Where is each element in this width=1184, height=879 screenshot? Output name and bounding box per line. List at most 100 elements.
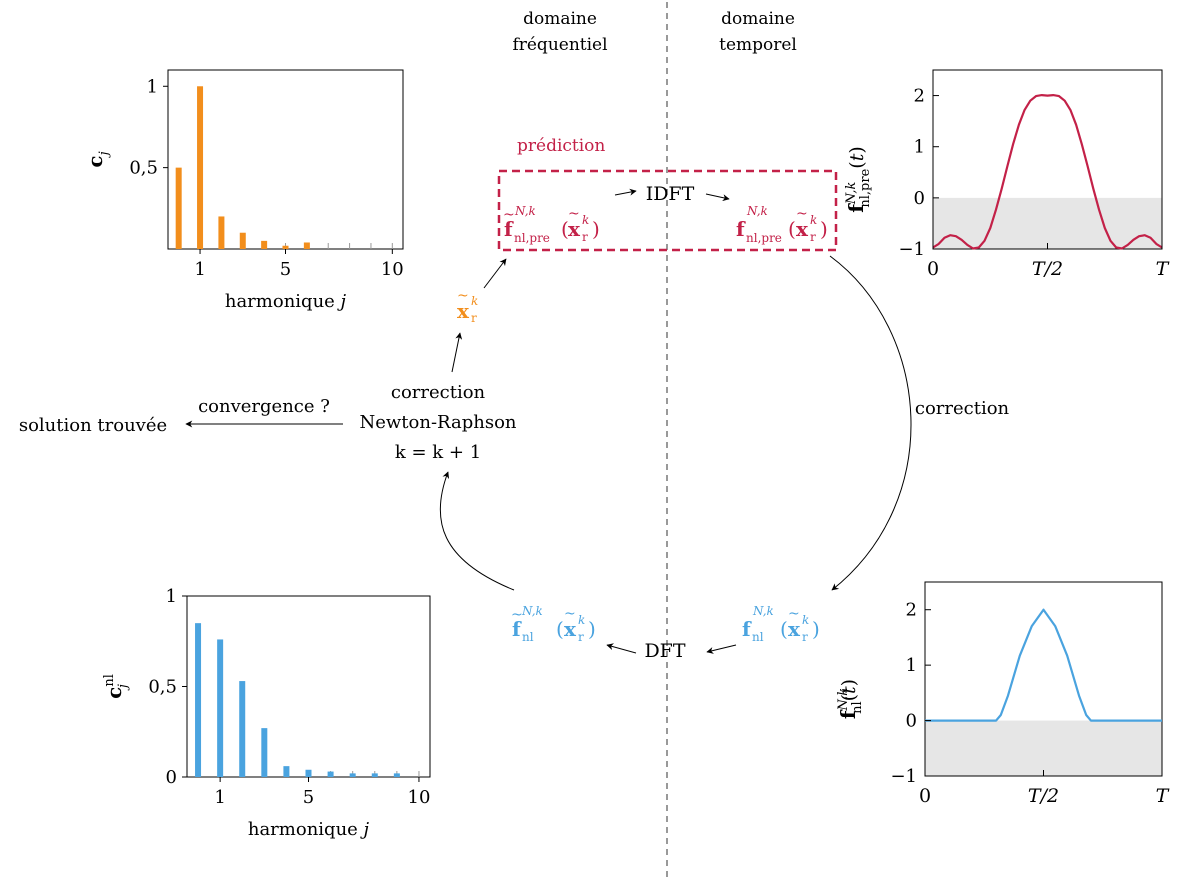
negative-region-shade bbox=[933, 197, 1162, 249]
y-tick-label: 1 bbox=[906, 655, 917, 676]
y-tick-label: 1 bbox=[166, 586, 177, 607]
series-line bbox=[932, 93, 1163, 250]
bar-harmonic-4 bbox=[261, 240, 268, 249]
svg-text:x: x bbox=[796, 217, 809, 241]
svg-text:x: x bbox=[457, 299, 470, 323]
bar-harmonic-0 bbox=[175, 167, 182, 249]
idft-label: IDFT bbox=[646, 183, 695, 205]
y-axis-label: cnlj bbox=[102, 674, 131, 699]
prediction-label: prédiction bbox=[517, 136, 605, 156]
svg-text:f: f bbox=[736, 217, 746, 241]
svg-text:~: ~ bbox=[457, 288, 469, 304]
svg-text:r: r bbox=[582, 230, 588, 244]
svg-text:~: ~ bbox=[564, 606, 576, 622]
y-tick-label: 1 bbox=[147, 76, 158, 97]
x-tick-label: 0 bbox=[927, 258, 939, 280]
y-tick-label: 0,5 bbox=[129, 158, 158, 179]
y-tick-label: −1 bbox=[890, 766, 917, 787]
bar-harmonic-0 bbox=[195, 623, 202, 777]
svg-text:~: ~ bbox=[511, 607, 523, 623]
idft-arrow-out bbox=[705, 193, 730, 202]
y-tick-label: 2 bbox=[906, 600, 917, 621]
svg-text:N,k: N,k bbox=[521, 604, 543, 618]
svg-text:(: ( bbox=[556, 617, 564, 641]
correction-arc bbox=[829, 255, 912, 591]
x-tick-label: T bbox=[1156, 785, 1170, 807]
svg-text:~: ~ bbox=[503, 207, 515, 223]
bar-harmonic-7 bbox=[349, 773, 356, 777]
plot-frame bbox=[186, 595, 431, 778]
x-axis-label: harmonique j bbox=[248, 819, 370, 840]
y-tick-label: 1 bbox=[914, 137, 925, 158]
x-tick-label: T bbox=[1156, 258, 1170, 280]
solution-label: solution trouvée bbox=[19, 415, 167, 436]
svg-text:): ) bbox=[592, 217, 600, 241]
svg-text:~: ~ bbox=[788, 606, 800, 622]
f-nl-pre-symbol: f N,k nl,pre ( x ~ k r ) bbox=[736, 204, 828, 245]
svg-text:k: k bbox=[582, 213, 589, 227]
svg-text:nl: nl bbox=[522, 630, 534, 644]
svg-text:(: ( bbox=[788, 217, 796, 241]
bar-harmonic-6 bbox=[303, 242, 310, 249]
return-arc bbox=[439, 471, 515, 591]
time-domain-title-line1: domaine bbox=[721, 9, 795, 29]
x-tick-label: T/2 bbox=[1032, 258, 1063, 280]
svg-text:r: r bbox=[810, 230, 816, 244]
bar-harmonic-6 bbox=[327, 771, 334, 777]
y-axis-label: fN,knl,pre(t) bbox=[844, 146, 873, 213]
svg-text:k: k bbox=[471, 294, 478, 308]
bar-harmonic-3 bbox=[261, 728, 268, 777]
nl-harmonic-coeff-chart: 1 5 10 0 0,5 1 harmonique j cnlj bbox=[102, 586, 431, 840]
svg-text:f: f bbox=[504, 217, 514, 241]
dft-arrow-out bbox=[606, 643, 637, 654]
f-nl-symbol: f N,k nl ( x ~ k r ) bbox=[742, 604, 820, 644]
x-tick-label: 0 bbox=[919, 785, 931, 807]
svg-text:nl: nl bbox=[752, 630, 764, 644]
svg-text:f: f bbox=[512, 617, 522, 641]
bar-harmonic-1 bbox=[197, 86, 204, 249]
newton-line1: correction bbox=[391, 382, 486, 403]
svg-text:(: ( bbox=[561, 217, 569, 241]
svg-text:k: k bbox=[578, 613, 585, 627]
x-tick-label: 5 bbox=[280, 259, 291, 280]
y-tick-label: 2 bbox=[914, 86, 925, 107]
idft-arrow-in bbox=[614, 188, 637, 196]
newton-line2: Newton-Raphson bbox=[359, 412, 516, 433]
arrow-to-prediction bbox=[483, 258, 507, 289]
bar-harmonic-4 bbox=[283, 766, 290, 777]
bar-harmonic-2 bbox=[218, 216, 225, 249]
frequency-domain-title-line1: domaine bbox=[523, 9, 597, 29]
svg-text:x: x bbox=[788, 617, 801, 641]
y-tick-label: 0 bbox=[914, 188, 925, 209]
series-line bbox=[925, 608, 1162, 722]
y-tick-label: 0,5 bbox=[148, 677, 177, 698]
svg-text:): ) bbox=[588, 617, 596, 641]
y-axis-label: fN,knl(t) bbox=[836, 679, 865, 719]
svg-text:N,k: N,k bbox=[514, 204, 536, 218]
convergence-label: convergence ? bbox=[198, 396, 330, 417]
dft-arrow-in bbox=[706, 644, 737, 654]
newton-line3: k = k + 1 bbox=[395, 442, 481, 463]
svg-text:~: ~ bbox=[796, 206, 808, 222]
x-tick-label: 1 bbox=[194, 259, 205, 280]
x-tick-label: 10 bbox=[408, 787, 431, 808]
dft-label: DFT bbox=[644, 640, 685, 662]
svg-text:x: x bbox=[564, 617, 577, 641]
x-axis-label: harmonique j bbox=[225, 291, 347, 312]
x-tick-label: 5 bbox=[303, 787, 314, 808]
frequency-domain-title-line2: fréquentiel bbox=[512, 35, 607, 55]
bar-harmonic-1 bbox=[217, 639, 224, 777]
svg-text:k: k bbox=[810, 213, 817, 227]
svg-text:): ) bbox=[812, 617, 820, 641]
bar-harmonic-5 bbox=[305, 769, 312, 777]
harmonic-coeff-chart: 1 5 10 0,5 1 harmonique j cj bbox=[83, 69, 404, 312]
bar-harmonic-9 bbox=[393, 773, 400, 777]
negative-region-shade bbox=[925, 720, 1162, 776]
svg-text:~: ~ bbox=[568, 206, 580, 222]
bar-harmonic-2 bbox=[239, 681, 246, 777]
time-domain-title-line2: temporel bbox=[719, 35, 797, 55]
x-tilde-symbol: x ~ k r bbox=[457, 288, 478, 325]
bar-harmonic-5 bbox=[282, 245, 289, 249]
